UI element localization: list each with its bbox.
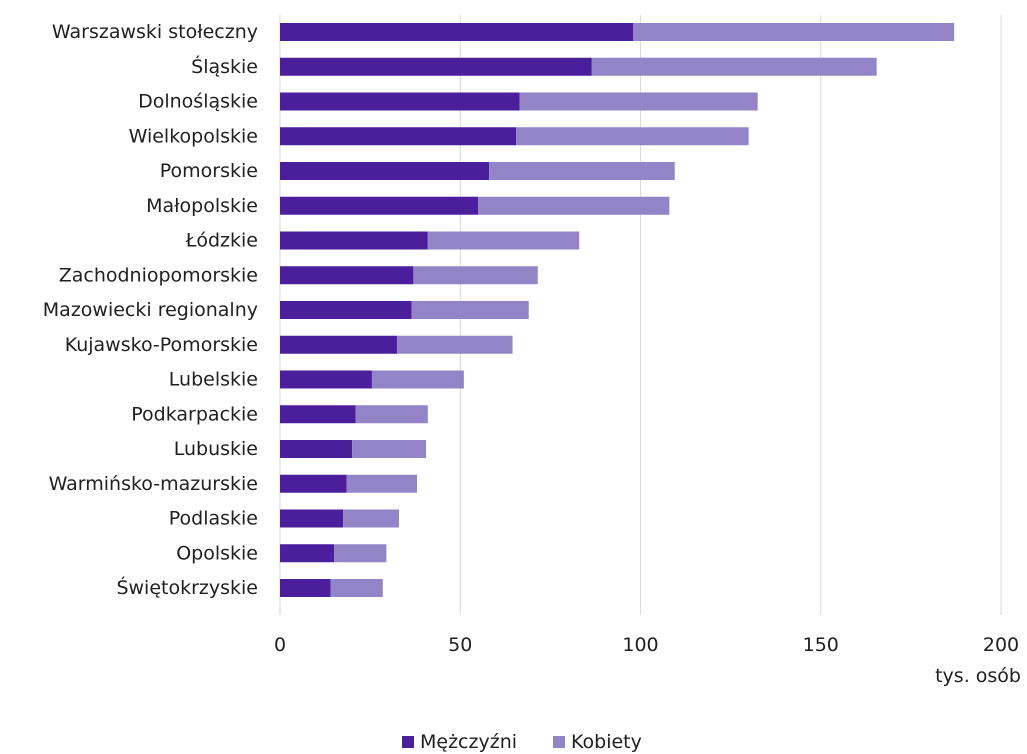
legend-label: Mężczyźni (420, 731, 517, 753)
bar-segment-series-1-row-4 (280, 127, 517, 146)
bar-segment-series-1-row-7 (280, 231, 428, 250)
category-label: Warszawski stołeczny (52, 21, 258, 43)
bar-segment-series-2-row-7 (427, 231, 580, 250)
bar-segment-series-2-row-11 (371, 370, 464, 389)
bar-segment-series-1-row-15 (280, 509, 344, 528)
bar-segment-series-2-row-3 (519, 92, 758, 111)
bar-segment-series-1-row-16 (280, 544, 335, 563)
legend-item: Kobiety (553, 731, 642, 753)
category-label: Opolskie (176, 542, 258, 564)
x-axis-title: tys. osób (935, 665, 1021, 687)
category-label: Warmińsko-mazurskie (49, 473, 258, 495)
x-tick-labels: 0 50 100 150 200 (274, 634, 1019, 656)
category-label: Mazowiecki regionalny (43, 299, 258, 321)
category-label: Kujawsko-Pomorskie (65, 334, 258, 356)
bar-segment-series-1-row-10 (280, 335, 398, 354)
x-tick-label: 0 (274, 634, 286, 656)
bar-segment-series-2-row-6 (478, 196, 670, 215)
bar-segment-series-1-row-8 (280, 266, 414, 285)
bar-segment-series-2-row-2 (591, 57, 877, 76)
category-label: Zachodniopomorskie (59, 264, 258, 286)
bar-segment-series-2-row-13 (352, 440, 427, 458)
bar-segment-series-2-row-15 (343, 509, 399, 528)
category-label: Lubelskie (169, 369, 258, 391)
bar-segment-series-2-row-14 (346, 474, 417, 493)
bar-segment-series-2-row-9 (411, 301, 529, 319)
bars (280, 23, 955, 597)
category-label: Łódzkie (185, 230, 258, 252)
category-labels: Warszawski stołeczny Śląskie Dolnośląskie W… (43, 21, 258, 599)
category-label: Śląskie (191, 54, 258, 78)
bar-segment-series-1-row-3 (280, 92, 520, 111)
bar-segment-series-2-row-8 (413, 266, 538, 285)
bar-segment-series-1-row-17 (280, 579, 331, 597)
bar-segment-series-1-row-2 (280, 57, 592, 76)
x-tick-label: 150 (803, 634, 839, 656)
bar-segment-series-2-row-10 (397, 335, 513, 354)
bar-segment-series-1-row-1 (280, 23, 634, 41)
category-label: Małopolskie (146, 195, 258, 217)
bar-segment-series-2-row-5 (489, 162, 675, 180)
bar-segment-series-1-row-9 (280, 301, 412, 319)
legend-swatch (402, 736, 414, 748)
legend: Mężczyźni Kobiety (402, 731, 642, 753)
bar-segment-series-2-row-12 (355, 405, 428, 424)
category-label: Świętokrzyskie (116, 575, 258, 599)
bar-segment-series-1-row-5 (280, 162, 490, 180)
legend-label: Kobiety (571, 731, 642, 753)
bar-segment-series-1-row-13 (280, 440, 353, 458)
bar-segment-series-2-row-4 (516, 127, 749, 146)
bar-segment-series-2-row-16 (334, 544, 387, 563)
bar-segment-series-2-row-17 (330, 579, 383, 597)
category-label: Podkarpackie (131, 403, 258, 425)
category-label: Pomorskie (160, 160, 258, 182)
legend-item: Mężczyźni (402, 731, 517, 753)
category-label: Wielkopolskie (129, 125, 258, 147)
x-tick-label: 50 (448, 634, 472, 656)
bar-segment-series-1-row-6 (280, 196, 479, 215)
x-tick-label: 100 (622, 634, 658, 656)
bar-segment-series-1-row-12 (280, 405, 356, 424)
bar-segment-series-2-row-1 (633, 23, 955, 41)
bar-segment-series-1-row-11 (280, 370, 372, 389)
category-label: Podlaskie (169, 508, 258, 530)
bar-segment-series-1-row-14 (280, 474, 347, 493)
x-tick-label: 200 (983, 634, 1019, 656)
legend-swatch (553, 736, 565, 748)
category-label: Dolnośląskie (138, 91, 258, 113)
category-label: Lubuskie (174, 438, 258, 460)
